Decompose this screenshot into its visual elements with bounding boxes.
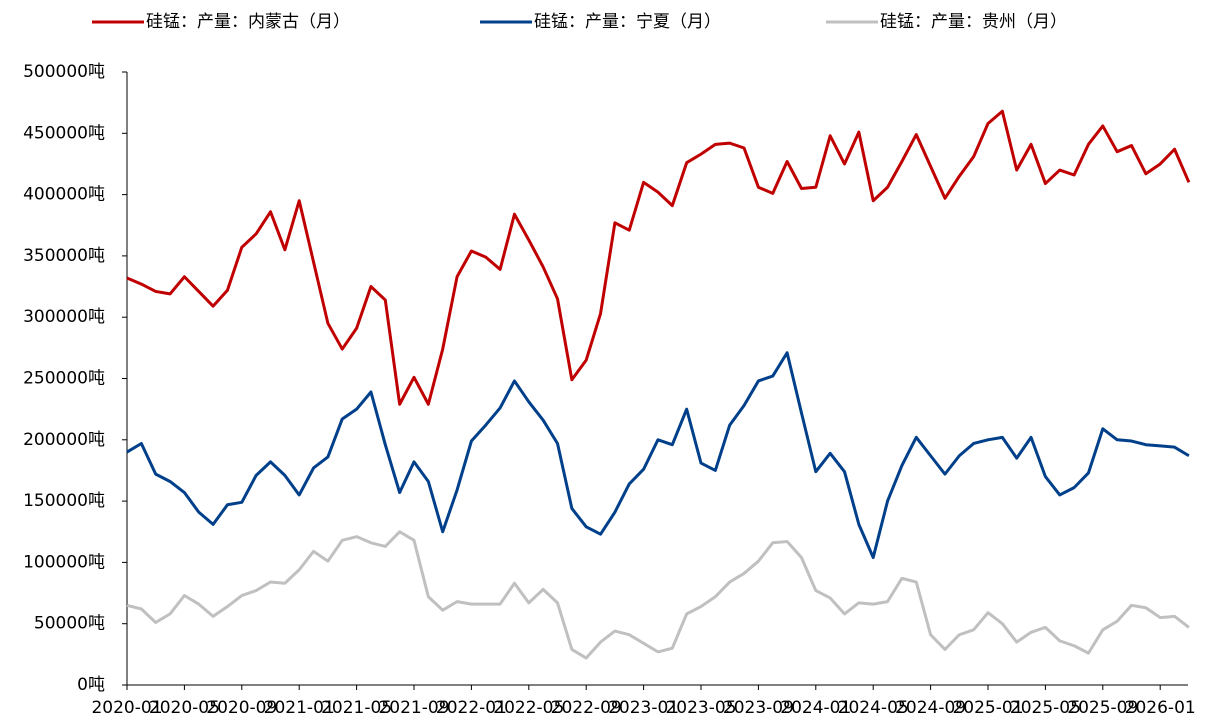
legend-label: 硅锰：产量：内蒙古（月） [146,12,350,32]
y-tick-label: 400000吨 [23,185,105,205]
legend-label: 硅锰：产量：宁夏（月） [534,12,721,32]
x-tick-label: 2024-05 [838,698,909,718]
x-tick-label: 2020-05 [149,698,220,718]
y-tick-label: 50000吨 [34,614,105,634]
legend-label: 硅锰：产量：贵州（月） [880,12,1067,32]
x-tick-label: 2026-01 [1125,698,1196,718]
x-tick-label: 2025-01 [952,698,1023,718]
x-tick-label: 2025-09 [1067,698,1138,718]
x-tick-label: 2025-05 [1010,698,1081,718]
x-tick-label: 2021-05 [321,698,392,718]
x-tick-label: 2022-05 [493,698,564,718]
y-tick-label: 100000吨 [23,552,105,572]
x-tick-label: 2022-09 [551,698,622,718]
y-tick-label: 350000吨 [23,246,105,266]
x-tick-label: 2023-05 [665,698,736,718]
x-tick-label: 2021-01 [264,698,335,718]
x-tick-label: 2023-01 [608,698,679,718]
y-tick-label: 150000吨 [23,491,105,511]
x-tick-label: 2023-09 [723,698,794,718]
x-tick-label: 2022-01 [436,698,507,718]
y-tick-label: 250000吨 [23,369,105,389]
y-tick-label: 500000吨 [23,62,105,82]
y-tick-label: 0吨 [77,675,105,695]
series-line [126,109,1191,406]
y-tick-label: 200000吨 [23,430,105,450]
y-tick-label: 300000吨 [23,307,105,327]
x-tick-label: 2024-09 [895,698,966,718]
x-tick-label: 2021-09 [378,698,449,718]
x-tick-label: 2020-09 [206,698,277,718]
x-tick-label: 2024-01 [780,698,851,718]
y-tick-label: 450000吨 [23,123,105,143]
series-line [126,351,1190,559]
x-tick-label: 2020-01 [91,698,162,718]
series-line [126,530,1190,660]
